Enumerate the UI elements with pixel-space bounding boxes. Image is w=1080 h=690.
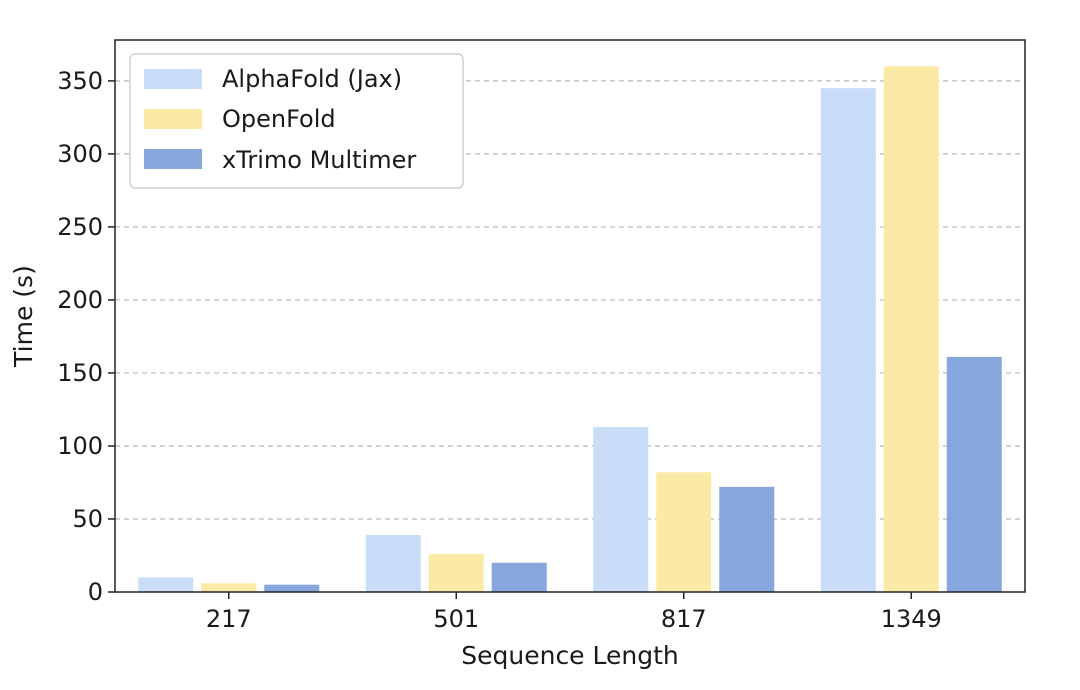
y-tick-label: 150	[57, 359, 103, 387]
bar-series-0-817	[593, 426, 649, 592]
bars	[138, 66, 1002, 593]
bar-series-1-501	[428, 554, 484, 592]
bar-series-2-817	[719, 486, 775, 592]
x-axis: 217 501 817 1349	[206, 592, 942, 633]
x-tick-label: 501	[433, 605, 479, 633]
y-tick-label: 250	[57, 213, 103, 241]
x-tick-label: 817	[661, 605, 707, 633]
x-tick-label: 217	[206, 605, 252, 633]
x-axis-title: Sequence Length	[461, 641, 679, 670]
bar-series-0-501	[365, 535, 421, 592]
legend-label-xtrimo: xTrimo Multimer	[222, 146, 416, 174]
y-tick-label: 0	[88, 578, 103, 606]
legend-label-openfold: OpenFold	[222, 105, 336, 133]
bar-series-2-501	[491, 562, 547, 592]
y-tick-label: 50	[72, 505, 103, 533]
bar-series-0-1349	[820, 88, 876, 592]
y-tick-label: 100	[57, 432, 103, 460]
y-tick-label: 300	[57, 140, 103, 168]
bar-series-2-1349	[946, 356, 1002, 592]
bar-series-1-817	[656, 472, 712, 592]
plot-frame	[114, 39, 1026, 593]
legend-swatch-xtrimo	[144, 149, 202, 169]
legend-label-alphafold: AlphaFold (Jax)	[222, 65, 402, 93]
x-tick-label: 1349	[881, 605, 942, 633]
y-axis: 0 50 100 150 200 250 300 350	[57, 67, 115, 606]
y-axis-title: Time (s)	[9, 265, 38, 368]
bar-series-1-217	[201, 583, 257, 592]
legend-swatch-openfold	[144, 109, 202, 129]
legend-swatch-alphafold	[144, 69, 202, 89]
legend-box	[129, 53, 464, 189]
y-tick-label: 200	[57, 286, 103, 314]
legend: AlphaFold (Jax) OpenFold xTrimo Multimer	[129, 53, 464, 189]
bar-series-1-1349	[883, 66, 939, 593]
bar-series-2-217	[264, 584, 320, 592]
bar-series-0-217	[138, 577, 194, 592]
y-tick-label: 350	[57, 67, 103, 95]
